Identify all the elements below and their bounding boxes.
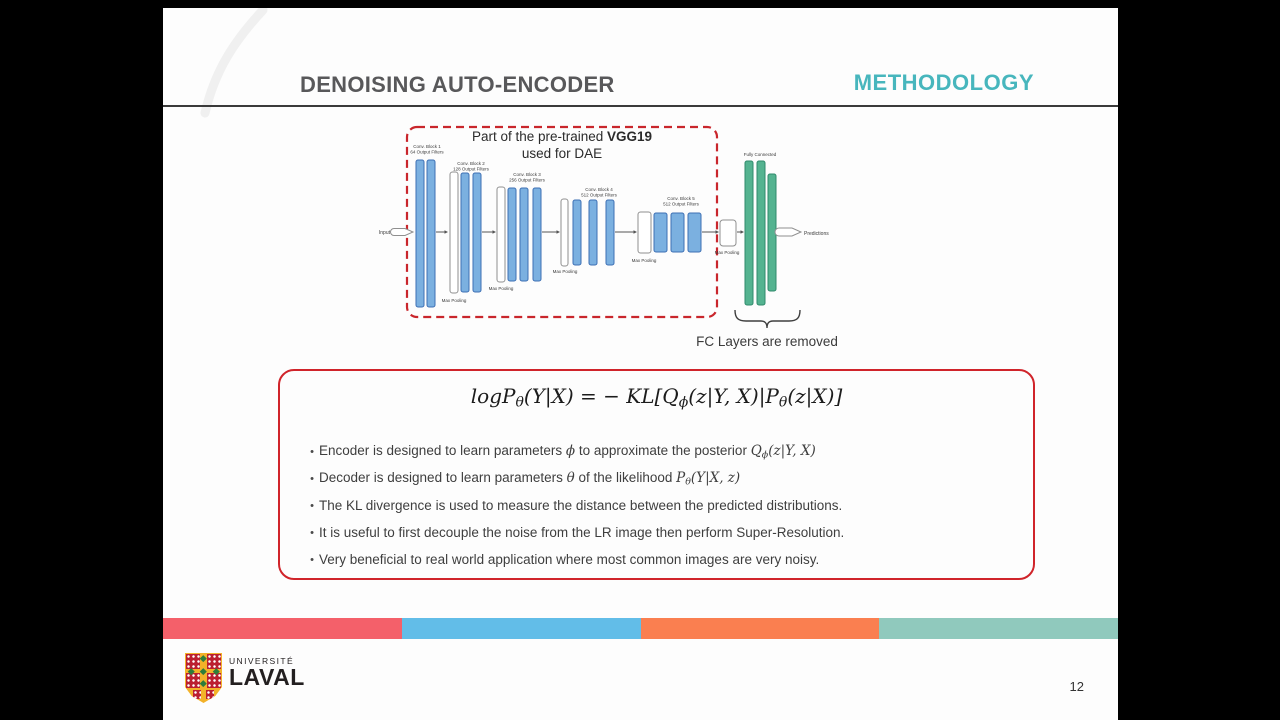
flow-arrowhead — [444, 230, 448, 234]
conv-block-filters: 128 Output Filters — [453, 167, 490, 172]
conv-bar — [687, 212, 702, 253]
bullet-text: Decoder is designed to learn parameters … — [319, 469, 741, 488]
slide: DENOISING AUTO-ENCODER METHODOLOGY Part … — [163, 8, 1118, 720]
flow-arrowhead — [633, 230, 637, 234]
conv-block-filters: 64 Output Filters — [410, 150, 444, 155]
laval-wordmark: UNIVERSITÉ LAVAL — [229, 653, 305, 689]
bullet-text: Encoder is designed to learn parameters … — [319, 442, 816, 461]
flow-arrowhead — [740, 230, 744, 234]
conv-bar — [670, 212, 685, 253]
maxpool-label: Max Pooling — [632, 258, 657, 263]
maxpool-label: Max Pooling — [553, 269, 578, 274]
predictions-label: Predictions — [804, 231, 829, 237]
vgg-box-title: Part of the pre-trained VGG19 — [472, 129, 652, 144]
flow-arrowhead — [556, 230, 560, 234]
bullet-dot: • — [310, 445, 314, 458]
maxpool-label: Max Pooling — [442, 298, 467, 303]
conv-block-name: Conv. Block 4 — [585, 187, 613, 192]
footer-stripe — [640, 618, 880, 639]
vgg-dashed-box — [405, 125, 719, 319]
conv-block-filters: 256 Output Filters — [509, 178, 546, 183]
input-arrow-icon — [390, 228, 415, 236]
conv-block-filters: 512 Output Filters — [663, 202, 700, 207]
maxpool-bar — [449, 171, 459, 294]
formula-box: logPθ(Y|X) = − KL[Qϕ(z|Y, X)|Pθ(z|X)] • E… — [278, 369, 1035, 580]
bullet-item: • It is useful to first decouple the nois… — [305, 519, 1013, 546]
conv-bar — [460, 172, 470, 293]
maxpool-bar — [560, 198, 569, 267]
laval-text: LAVAL — [229, 664, 305, 690]
conv-bar — [426, 159, 436, 308]
laval-shield — [185, 653, 222, 703]
conv-bar — [507, 187, 517, 282]
vgg-box-title-line2: used for DAE — [522, 146, 602, 161]
maxpool-bar — [496, 186, 506, 283]
laval-logo: UNIVERSITÉ LAVAL — [185, 653, 305, 703]
fully-connected-label: Fully Connected — [744, 152, 777, 157]
laval-universite-text: UNIVERSITÉ — [229, 656, 295, 666]
conv-bar — [588, 199, 598, 266]
conv-block-name: Conv. Block 2 — [457, 161, 485, 166]
maxpool-box — [719, 219, 737, 247]
footer-stripe — [401, 618, 641, 639]
fc-brace — [734, 309, 801, 329]
bullet-dot: • — [310, 526, 314, 539]
footer-stripe — [879, 618, 1118, 639]
section-label: METHODOLOGY — [853, 70, 1034, 95]
footer-stripes — [163, 618, 1118, 639]
conv-block-filters: 512 Output Filters — [581, 193, 618, 198]
conv-bar — [653, 212, 668, 253]
bullet-list: • Encoder is designed to learn parameters… — [305, 438, 1013, 573]
bullet-dot: • — [310, 553, 314, 566]
vgg-diagram-svg: Part of the pre-trained VGG19 used for DA… — [379, 125, 838, 349]
page-number: 12 — [1069, 679, 1084, 694]
bullet-item: • The KL divergence is used to measure th… — [305, 492, 1013, 519]
maxpool-label: Max Pooling — [489, 286, 514, 291]
conv-bar — [572, 199, 582, 266]
page-title: DENOISING AUTO-ENCODER — [300, 72, 615, 97]
bullet-item: • Encoder is designed to learn parameters… — [305, 438, 1013, 465]
conv-block-name: Conv. Block 3 — [513, 172, 541, 177]
conv-bar — [519, 187, 529, 282]
bullet-dot: • — [310, 499, 314, 512]
maxpool-bar — [637, 211, 652, 254]
conv-block-name: Conv. Block 5 — [667, 196, 695, 201]
bullet-text: The KL divergence is used to measure the… — [319, 498, 843, 513]
conv-bar — [532, 187, 542, 282]
fc-bar — [756, 160, 766, 306]
conv-bar — [472, 172, 482, 293]
formula-text: logPθ(Y|X) = − KL[Qϕ(z|Y, X)|Pθ(z|X)] — [470, 384, 843, 411]
input-label: Input — [379, 230, 391, 236]
vgg-diagram: Part of the pre-trained VGG19 used for DA… — [363, 118, 863, 353]
bullet-dot: • — [310, 472, 314, 485]
maxpool-label: Max Pooling — [715, 250, 740, 255]
fc-removed-label: FC Layers are removed — [696, 334, 838, 349]
bullet-text: It is useful to first decouple the noise… — [319, 525, 845, 540]
fc-bar — [744, 160, 754, 306]
flow-arrowhead — [492, 230, 496, 234]
conv-bar — [415, 159, 425, 308]
predictions-arrow-icon — [774, 227, 803, 237]
conv-bar — [605, 199, 615, 266]
flow-arrowhead — [715, 230, 719, 234]
bullet-item: • Decoder is designed to learn parameters… — [305, 465, 1013, 492]
conv-block-name: Conv. Block 1 — [413, 144, 441, 149]
footer-stripe — [163, 618, 402, 639]
bullet-item: • Very beneficial to real world applicati… — [305, 546, 1013, 573]
bullet-text: Very beneficial to real world applicatio… — [319, 552, 820, 567]
header-divider — [163, 105, 1118, 107]
